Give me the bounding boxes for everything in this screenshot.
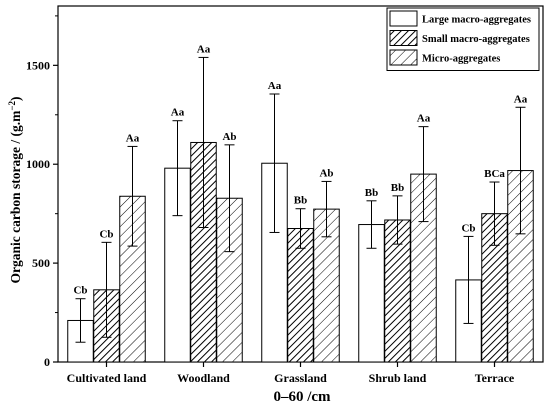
significance-label: Cb: [73, 285, 87, 297]
significance-label: BCa: [484, 168, 505, 180]
x-tick-label: Grassland: [274, 371, 327, 385]
significance-label: Cb: [461, 222, 475, 234]
y-axis: 0 500 1000 1500: [26, 15, 58, 369]
x-tick-label: Cultivated land: [67, 371, 147, 385]
y-axis-title-suffix: ): [8, 97, 23, 102]
y-tick-label: 500: [32, 256, 50, 270]
y-axis-title: Organic carbon storage / (g.m−2): [7, 97, 23, 284]
bar: [313, 208, 340, 363]
significance-label: Aa: [268, 80, 282, 92]
significance-label: Aa: [171, 107, 185, 119]
significance-label: Aa: [197, 43, 211, 55]
x-axis: Cultivated land Woodland Grassland Shrub la…: [67, 362, 515, 385]
significance-label: Aa: [417, 113, 431, 125]
x-axis-title: 0–60 /cm: [273, 389, 331, 405]
legend-swatch: [389, 49, 418, 66]
y-axis-title-superscript: −2: [7, 101, 17, 111]
significance-label: Bb: [294, 195, 307, 207]
x-tick-label: Terrace: [475, 371, 515, 385]
bar: [261, 162, 288, 363]
significance-label: Ab: [222, 131, 236, 143]
significance-label: Ab: [319, 167, 333, 179]
legend-label: Micro-aggregates: [422, 54, 500, 65]
significance-labels-layer: Cb Cb Aa Aa Aa Ab Aa Bb Ab Bb Bb Aa Cb BCa Aa: [73, 43, 527, 296]
significance-label: Aa: [126, 132, 140, 144]
significance-label: Bb: [365, 187, 378, 199]
legend-swatch: [389, 10, 418, 27]
y-tick-label: 0: [44, 355, 50, 369]
y-axis-title-main: Organic carbon storage / (g.m: [8, 110, 23, 284]
legend-label: Small macro-aggregates: [422, 34, 530, 45]
x-tick-label: Shrub land: [369, 371, 427, 385]
error-bars-layer: [75, 56, 526, 343]
bars-layer: [67, 141, 534, 363]
y-tick-label: 1500: [26, 58, 50, 72]
significance-label: Cb: [99, 228, 113, 240]
legend-label: Large macro-aggregates: [422, 15, 531, 26]
x-tick-label: Woodland: [177, 371, 230, 385]
significance-label: Aa: [514, 93, 528, 105]
bar: [287, 228, 314, 363]
y-tick-label: 1000: [26, 157, 50, 171]
significance-label: Bb: [391, 182, 404, 194]
legend-swatch: [389, 30, 418, 46]
legend: Large macro-aggregates Small macro-aggreg…: [386, 7, 540, 71]
